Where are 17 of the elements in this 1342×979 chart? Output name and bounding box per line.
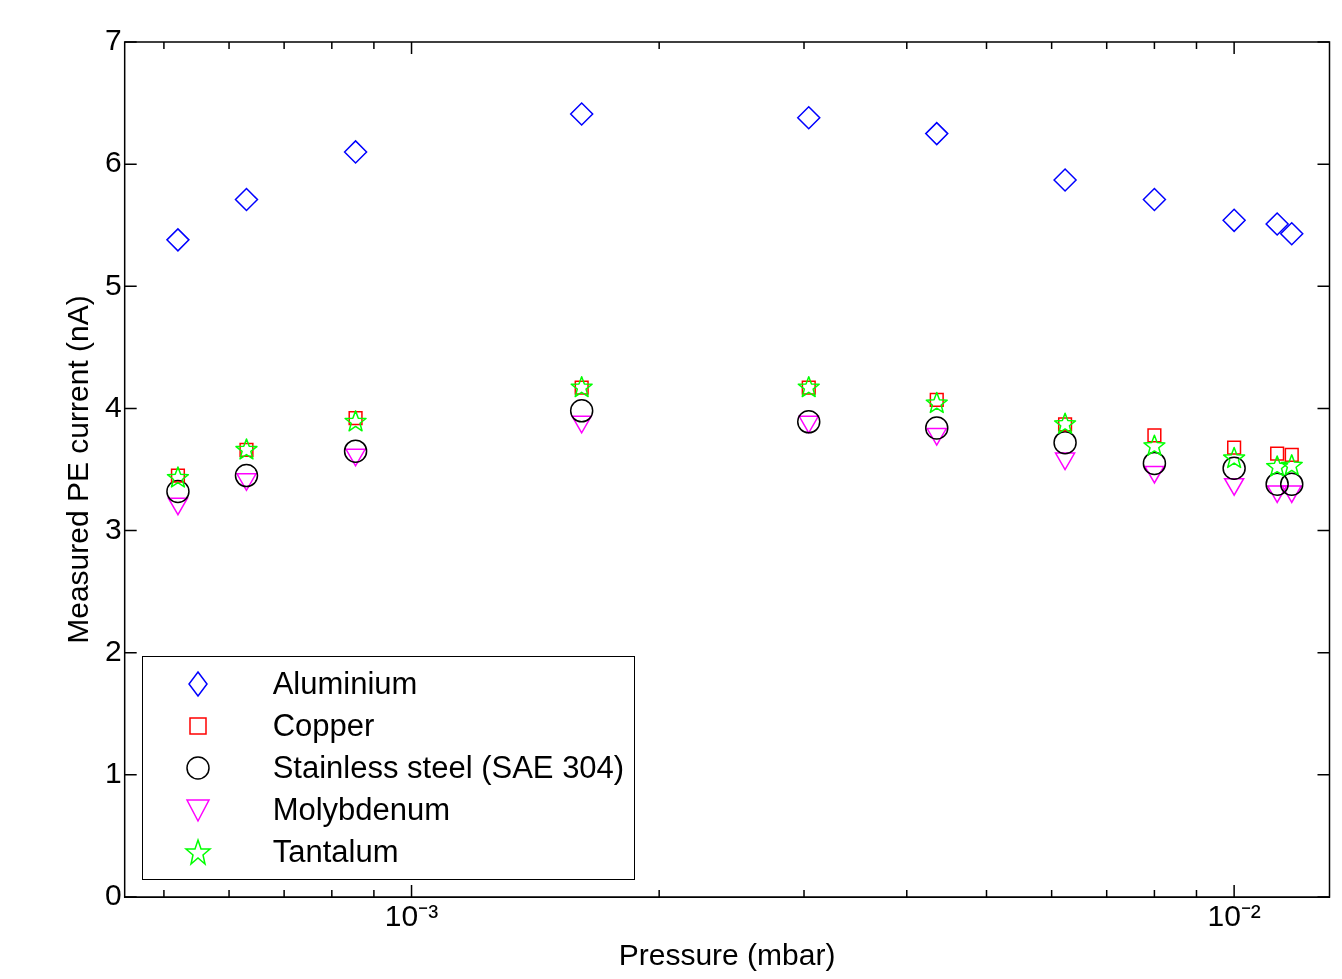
y-tick-label: 6	[105, 145, 122, 179]
x-tick-label: 10⁻³	[384, 899, 439, 933]
y-tick-label: 0	[105, 878, 122, 912]
y-axis-title: Measured PE current (nA)	[61, 295, 95, 644]
legend-label: Copper	[272, 708, 375, 744]
x-axis-title: Pressure (mbar)	[618, 938, 836, 972]
x-tick-label: 10⁻²	[1207, 899, 1261, 933]
y-tick-label: 5	[105, 267, 122, 301]
y-tick-label: 2	[105, 633, 122, 667]
y-tick-label: 7	[105, 23, 122, 57]
y-tick-label: 4	[105, 389, 122, 423]
y-tick-label: 1	[105, 756, 122, 790]
y-tick-label: 3	[105, 511, 122, 545]
legend-label: Tantalum	[272, 834, 399, 870]
legend-label: Stainless steel (SAE 304)	[272, 750, 625, 786]
legend-label: Aluminium	[272, 666, 418, 702]
legend-label: Molybdenum	[272, 792, 451, 828]
